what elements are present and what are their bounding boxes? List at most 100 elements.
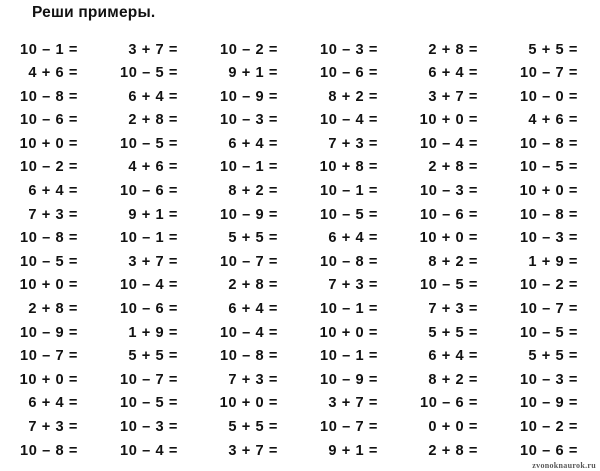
exercise-cell[interactable]: 10 – 6 = xyxy=(420,395,478,412)
exercise-cell[interactable]: 3 + 7 = xyxy=(128,253,178,270)
exercise-cell[interactable]: 7 + 3 = xyxy=(228,371,278,388)
exercise-cell[interactable]: 3 + 7 = xyxy=(128,41,178,58)
exercise-cell[interactable]: 7 + 3 = xyxy=(328,135,378,152)
exercise-cell[interactable]: 10 – 8 = xyxy=(20,88,78,105)
exercise-cell[interactable]: 3 + 7 = xyxy=(428,88,478,105)
exercise-cell[interactable]: 10 + 0 = xyxy=(419,230,478,247)
exercise-cell[interactable]: 2 + 8 = xyxy=(428,41,478,58)
exercise-cell[interactable]: 4 + 6 = xyxy=(128,159,178,176)
exercise-cell[interactable]: 10 + 0 = xyxy=(19,277,78,294)
exercise-cell[interactable]: 3 + 7 = xyxy=(328,395,378,412)
exercise-cell[interactable]: 10 – 0 = xyxy=(520,88,578,105)
exercise-cell[interactable]: 8 + 2 = xyxy=(428,371,478,388)
exercise-cell[interactable]: 10 – 7 = xyxy=(20,348,78,365)
exercise-cell[interactable]: 10 – 8 = xyxy=(520,206,578,223)
exercise-cell[interactable]: 10 – 5 = xyxy=(520,324,578,341)
exercise-cell[interactable]: 10 + 0 = xyxy=(419,112,478,129)
exercise-cell[interactable]: 6 + 4 = xyxy=(428,65,478,82)
exercise-cell[interactable]: 10 – 5 = xyxy=(420,277,478,294)
exercise-cell[interactable]: 10 – 8 = xyxy=(20,230,78,247)
exercise-cell[interactable]: 10 – 3 = xyxy=(320,41,378,58)
exercise-cell[interactable]: 2 + 8 = xyxy=(228,277,278,294)
exercise-cell[interactable]: 10 – 5 = xyxy=(120,395,178,412)
exercise-cell[interactable]: 7 + 3 = xyxy=(28,206,78,223)
exercise-cell[interactable]: 10 – 9 = xyxy=(220,88,278,105)
exercise-cell[interactable]: 10 – 6 = xyxy=(20,112,78,129)
exercise-cell[interactable]: 7 + 3 = xyxy=(328,277,378,294)
exercise-cell[interactable]: 6 + 4 = xyxy=(328,230,378,247)
exercise-cell[interactable]: 10 – 4 = xyxy=(120,442,178,459)
exercise-cell[interactable]: 9 + 1 = xyxy=(228,65,278,82)
exercise-cell[interactable]: 7 + 3 = xyxy=(428,301,478,318)
exercise-cell[interactable]: 10 – 8 = xyxy=(520,135,578,152)
exercise-cell[interactable]: 10 – 1 = xyxy=(320,301,378,318)
exercise-cell[interactable]: 10 – 4 = xyxy=(320,112,378,129)
exercise-cell[interactable]: 10 – 4 = xyxy=(420,135,478,152)
exercise-cell[interactable]: 10 – 2 = xyxy=(220,41,278,58)
exercise-cell[interactable]: 2 + 8 = xyxy=(428,159,478,176)
exercise-cell[interactable]: 10 – 3 = xyxy=(520,371,578,388)
exercise-cell[interactable]: 10 + 0 = xyxy=(319,324,378,341)
exercise-cell[interactable]: 10 – 1 = xyxy=(320,348,378,365)
exercise-cell[interactable]: 10 – 5 = xyxy=(20,253,78,270)
exercise-cell[interactable]: 10 – 2 = xyxy=(520,277,578,294)
exercise-cell[interactable]: 4 + 6 = xyxy=(528,112,578,129)
exercise-cell[interactable]: 10 – 8 = xyxy=(220,348,278,365)
exercise-cell[interactable]: 3 + 7 = xyxy=(228,442,278,459)
exercise-cell[interactable]: 5 + 5 = xyxy=(128,348,178,365)
exercise-cell[interactable]: 10 – 6 = xyxy=(320,65,378,82)
exercise-cell[interactable]: 10 – 6 = xyxy=(120,183,178,200)
exercise-cell[interactable]: 10 – 6 = xyxy=(520,442,578,459)
exercise-cell[interactable]: 2 + 8 = xyxy=(428,442,478,459)
exercise-cell[interactable]: 10 – 8 = xyxy=(20,442,78,459)
exercise-cell[interactable]: 10 – 5 = xyxy=(320,206,378,223)
exercise-cell[interactable]: 10 – 2 = xyxy=(520,419,578,435)
exercise-cell[interactable]: 10 + 0 = xyxy=(219,395,278,412)
exercise-cell[interactable]: 1 + 9 = xyxy=(128,324,178,341)
exercise-cell[interactable]: 10 – 3 = xyxy=(420,183,478,200)
exercise-cell[interactable]: 10 – 5 = xyxy=(520,159,578,176)
exercise-cell[interactable]: 5 + 5 = xyxy=(228,419,278,435)
exercise-cell[interactable]: 8 + 2 = xyxy=(428,253,478,270)
exercise-cell[interactable]: 10 – 3 = xyxy=(520,230,578,247)
exercise-cell[interactable]: 10 – 8 = xyxy=(320,253,378,270)
exercise-cell[interactable]: 10 – 5 = xyxy=(120,135,178,152)
exercise-cell[interactable]: 8 + 2 = xyxy=(328,88,378,105)
exercise-cell[interactable]: 10 – 7 = xyxy=(520,65,578,82)
exercise-cell[interactable]: 10 – 3 = xyxy=(220,112,278,129)
exercise-cell[interactable]: 10 – 5 = xyxy=(120,65,178,82)
exercise-cell[interactable]: 10 – 3 = xyxy=(120,419,178,435)
exercise-cell[interactable]: 10 – 7 = xyxy=(520,301,578,318)
exercise-cell[interactable]: 6 + 4 = xyxy=(228,135,278,152)
exercise-cell[interactable]: 10 – 4 = xyxy=(120,277,178,294)
exercise-cell[interactable]: 10 – 6 = xyxy=(120,301,178,318)
exercise-cell[interactable]: 5 + 5 = xyxy=(228,230,278,247)
exercise-cell[interactable]: 2 + 8 = xyxy=(28,301,78,318)
exercise-cell[interactable]: 7 + 3 = xyxy=(28,419,78,435)
exercise-cell[interactable]: 10 – 6 = xyxy=(420,206,478,223)
exercise-cell[interactable]: 5 + 5 = xyxy=(528,348,578,365)
exercise-cell[interactable]: 10 – 9 = xyxy=(320,371,378,388)
exercise-cell[interactable]: 10 – 1 = xyxy=(220,159,278,176)
exercise-cell[interactable]: 10 – 1 = xyxy=(320,183,378,200)
exercise-cell[interactable]: 5 + 5 = xyxy=(428,324,478,341)
exercise-cell[interactable]: 4 + 6 = xyxy=(28,65,78,82)
exercise-cell[interactable]: 10 – 1 = xyxy=(20,41,78,58)
exercise-cell[interactable]: 6 + 4 = xyxy=(28,183,78,200)
exercise-cell[interactable]: 10 – 4 = xyxy=(220,324,278,341)
exercise-cell[interactable]: 8 + 2 = xyxy=(228,183,278,200)
exercise-cell[interactable]: 10 – 7 = xyxy=(120,371,178,388)
exercise-cell[interactable]: 10 – 9 = xyxy=(20,324,78,341)
exercise-cell[interactable]: 10 – 9 = xyxy=(520,395,578,412)
exercise-cell[interactable]: 10 – 9 = xyxy=(220,206,278,223)
exercise-cell[interactable]: 9 + 1 = xyxy=(328,442,378,459)
exercise-cell[interactable]: 10 + 0 = xyxy=(519,183,578,200)
exercise-cell[interactable]: 1 + 9 = xyxy=(528,253,578,270)
exercise-cell[interactable]: 6 + 4 = xyxy=(428,348,478,365)
exercise-cell[interactable]: 10 + 8 = xyxy=(319,159,378,176)
exercise-cell[interactable]: 10 + 0 = xyxy=(19,371,78,388)
exercise-cell[interactable]: 2 + 8 = xyxy=(128,112,178,129)
exercise-cell[interactable]: 6 + 4 = xyxy=(228,301,278,318)
exercise-cell[interactable]: 10 – 7 = xyxy=(220,253,278,270)
exercise-cell[interactable]: 0 + 0 = xyxy=(428,419,478,435)
